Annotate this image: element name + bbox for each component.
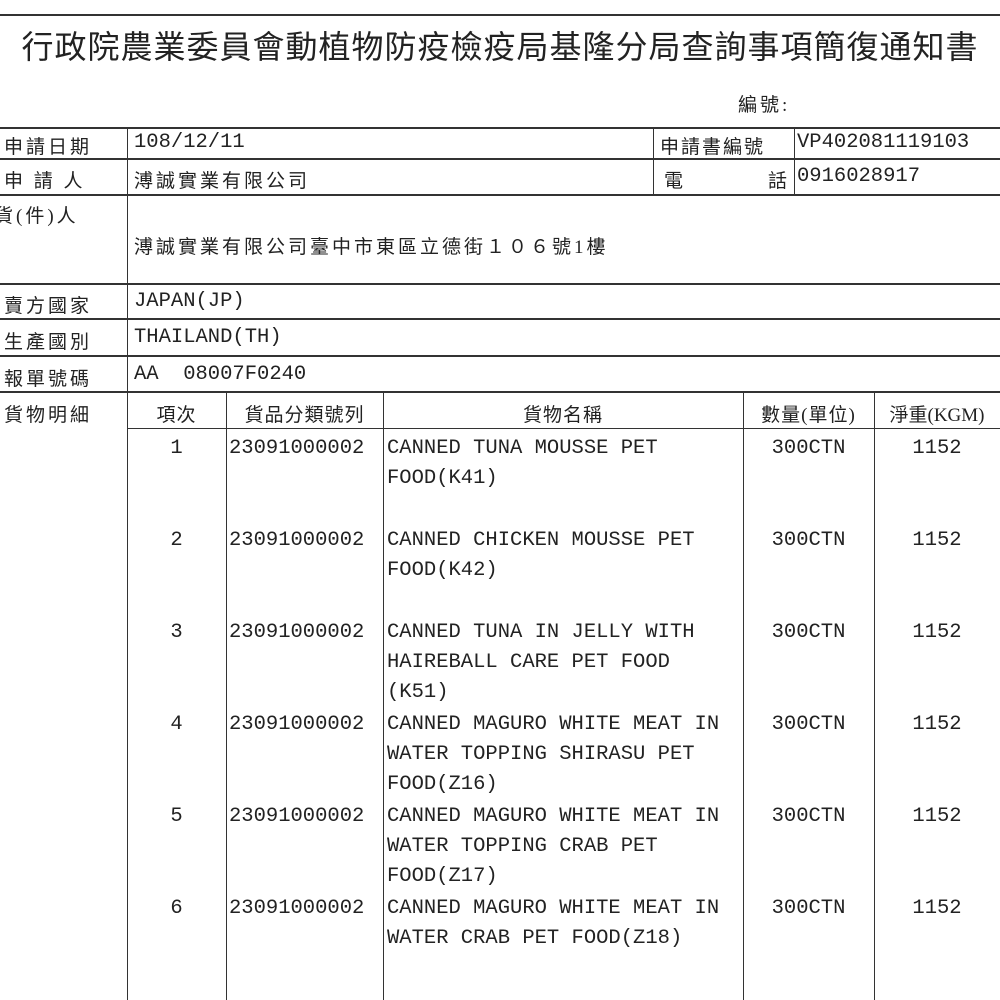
cell-name: CANNED MAGURO WHITE MEAT IN WATER TOPPIN… [387,805,720,888]
cell-name: CANNED TUNA MOUSSE PET FOOD(K41) [387,437,658,490]
header-item-no: 項次 [156,405,197,426]
row-rule [0,127,1000,129]
cell-code: 23091000002 [229,713,365,736]
cell-weight: 1152 [912,713,962,736]
header-quantity: 數量(單位) [761,405,856,426]
cell-weight: 1152 [912,897,962,920]
origin-value: THAILAND(TH) [134,326,282,349]
phone-value: 0916028917 [797,165,921,188]
cell-name: CANNED MAGURO WHITE MEAT IN WATER TOPPIN… [387,713,720,796]
cell-no: 1 [170,437,183,460]
header-tariff-code: 貨品分類號列 [244,405,365,426]
application-no-label: 申請書編號 [660,137,766,158]
document-title: 行政院農業委員會動植物防疫檢疫局基隆分局查詢事項簡復通知書 [21,29,979,65]
cell-qty: 300CTN [771,529,846,552]
cell-weight: 1152 [912,621,962,644]
column-rule [743,391,744,1000]
consignee-value: 溥誠實業有限公司臺中市東區立德街１０６號1樓 [134,237,609,258]
cell-weight: 1152 [912,437,962,460]
cell-name: CANNED TUNA IN JELLY WITH HAIREBALL CARE… [387,621,695,704]
goods-label: 貨物明細 [4,405,93,426]
declaration-no-value: AA 08007F0240 [134,363,307,386]
apply-date-label: 申請日期 [4,137,93,158]
seller-country-label: 賣方國家 [4,296,93,317]
consignee-label: 貨(件)人 [0,206,79,227]
cell-no: 4 [170,713,183,736]
applicant-value: 溥誠實業有限公司 [134,171,311,192]
row-rule [0,391,1000,393]
cell-qty: 300CTN [771,805,846,828]
row-rule [0,158,1000,160]
phone-label: 電 [664,171,687,192]
cell-code: 23091000002 [229,805,365,828]
cell-code: 23091000002 [229,897,365,920]
declaration-no-label: 報單號碼 [4,369,93,390]
column-rule [874,391,875,1000]
cell-no: 6 [170,897,183,920]
application-no-value: VP402081119103 [797,131,970,154]
cell-name: CANNED MAGURO WHITE MEAT IN WATER CRAB P… [387,897,720,950]
cell-code: 23091000002 [229,437,365,460]
cell-qty: 300CTN [771,897,846,920]
top-rule [0,14,1000,16]
seller-country-value: JAPAN(JP) [134,290,245,313]
cell-weight: 1152 [912,529,962,552]
row-rule [0,318,1000,320]
header-goods-name: 貨物名稱 [522,405,603,426]
serial-label: 編號: [738,95,791,116]
cell-qty: 300CTN [771,437,846,460]
applicant-label: 申 請 人 [4,171,86,192]
cell-no: 3 [170,621,183,644]
label-column-rule [127,127,128,1000]
cell-no: 5 [170,805,183,828]
origin-label: 生產國別 [4,332,93,353]
column-rule [226,391,227,1000]
phone-label-2: 話 [768,171,791,192]
cell-weight: 1152 [912,805,962,828]
row-rule [0,194,1000,196]
cell-name: CANNED CHICKEN MOUSSE PET FOOD(K42) [387,529,695,582]
cell-no: 2 [170,529,183,552]
header-net-weight: 淨重(KGM) [889,405,985,426]
apply-date-value: 108/12/11 [134,131,245,154]
column-rule [383,391,384,1000]
row-rule [0,355,1000,357]
row-rule [0,283,1000,285]
cell-qty: 300CTN [771,621,846,644]
goods-header-rule [127,428,1000,429]
cell-code: 23091000002 [229,529,365,552]
column-rule [794,127,795,194]
cell-code: 23091000002 [229,621,365,644]
cell-qty: 300CTN [771,713,846,736]
column-rule [653,127,654,194]
